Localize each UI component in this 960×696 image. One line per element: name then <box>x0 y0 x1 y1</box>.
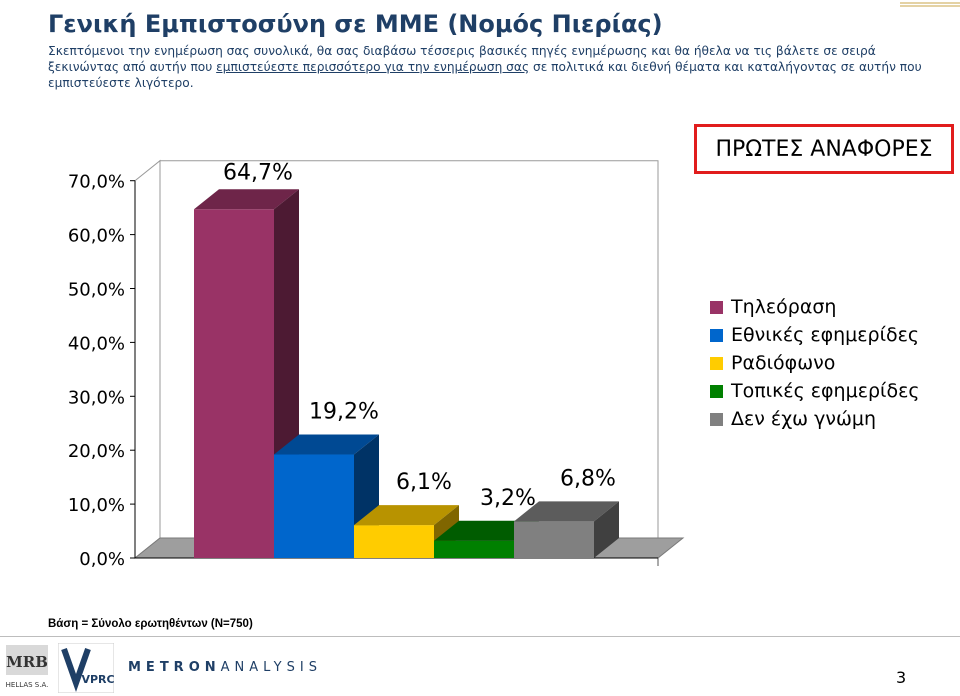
y-tick-label: 30,0% <box>68 387 125 408</box>
bar-top <box>514 501 619 522</box>
question-text-underlined: εμπιστεύεστε περισσότερο για την ενημέρω… <box>216 60 530 74</box>
legend-swatch <box>710 384 723 398</box>
bar-top <box>274 434 379 455</box>
legend-label: Εθνικές εφημερίδες <box>731 324 920 346</box>
bar-front <box>274 454 354 558</box>
legend-label: Τοπικές εφημερίδες <box>731 380 920 402</box>
vprc-logo: VPRC <box>58 643 114 693</box>
question-text: Σκεπτόμενοι την ενημέρωση σας συνολικά, … <box>48 43 938 91</box>
bar-value-label: 19,2% <box>309 400 379 425</box>
bar-value-label: 6,1% <box>396 470 452 495</box>
page-number: 3 <box>896 668 907 687</box>
legend-swatch <box>710 412 723 426</box>
legend-label: Τηλεόραση <box>731 296 837 318</box>
bar-value-label: 64,7% <box>223 160 293 185</box>
legend-swatch <box>710 356 723 370</box>
chart-legend: Τηλεόραση Εθνικές εφημερίδες Ραδιόφωνο Τοπι… <box>710 293 920 433</box>
question-text-part1: Σκεπτόμενοι την ενημέρωση σας συνολικά, … <box>48 44 876 74</box>
chart-side-wall <box>134 159 161 560</box>
y-tick-label: 50,0% <box>68 280 125 301</box>
bar-top <box>434 520 539 541</box>
top-decoration <box>900 2 960 7</box>
first-mentions-badge: ΠΡΩΤΕΣ ΑΝΑΦΟΡΕΣ <box>694 124 954 174</box>
y-tick-label: 0,0% <box>79 549 125 570</box>
mrb-logo-subtext: HELLAS S.A. <box>6 681 48 689</box>
metron-analysis-logo: METRONANALYSIS <box>128 660 322 675</box>
legend-item: Ραδιόφωνο <box>710 349 920 377</box>
vprc-logo-text: VPRC <box>81 673 114 686</box>
base-note: Βάση = Σύνολο ερωτηθέντων (N=750) <box>48 618 253 630</box>
question-text-part2: σε πολιτικά και διεθνή θέματα και καταλή… <box>48 60 922 90</box>
legend-swatch <box>710 300 723 314</box>
metron-logo-text: METRON <box>128 660 221 675</box>
bar-value-label: 3,2% <box>480 486 536 511</box>
y-tick-label: 10,0% <box>68 495 125 516</box>
mrb-logo-text: MRB <box>6 653 48 671</box>
y-tick-label: 70,0% <box>68 172 125 193</box>
bar-value-label: 6,8% <box>560 466 616 491</box>
bar-side <box>594 501 619 558</box>
legend-item: Τοπικές εφημερίδες <box>710 377 920 405</box>
legend-swatch <box>710 328 723 342</box>
legend-label: Ραδιόφωνο <box>731 352 836 374</box>
bar-top <box>194 189 299 210</box>
y-tick-label: 20,0% <box>68 441 125 462</box>
bar-front <box>514 521 594 558</box>
bar-front <box>354 525 434 558</box>
legend-item: Εθνικές εφημερίδες <box>710 321 920 349</box>
y-tick-label: 40,0% <box>68 333 125 354</box>
y-tick-label: 60,0% <box>68 226 125 247</box>
bar-chart: 0,0% 10,0% 20,0% 30,0% 40,0% 50,0% 60,0% 70,0% 6… <box>68 159 685 570</box>
bar-front <box>194 209 274 558</box>
legend-item: Δεν έχω γνώμη <box>710 405 920 433</box>
page-title: Γενική Εμπιστοσύνη σε ΜΜΕ (Νομός Πιερίας… <box>48 10 663 38</box>
bar-top <box>354 505 459 526</box>
bar-front <box>434 540 514 558</box>
mrb-logo: MRB HELLAS S.A. <box>6 645 48 689</box>
legend-label: Δεν έχω γνώμη <box>731 408 877 430</box>
footer-divider <box>0 636 960 637</box>
analysis-logo-text: ANALYSIS <box>220 660 322 675</box>
legend-item: Τηλεόραση <box>710 293 920 321</box>
